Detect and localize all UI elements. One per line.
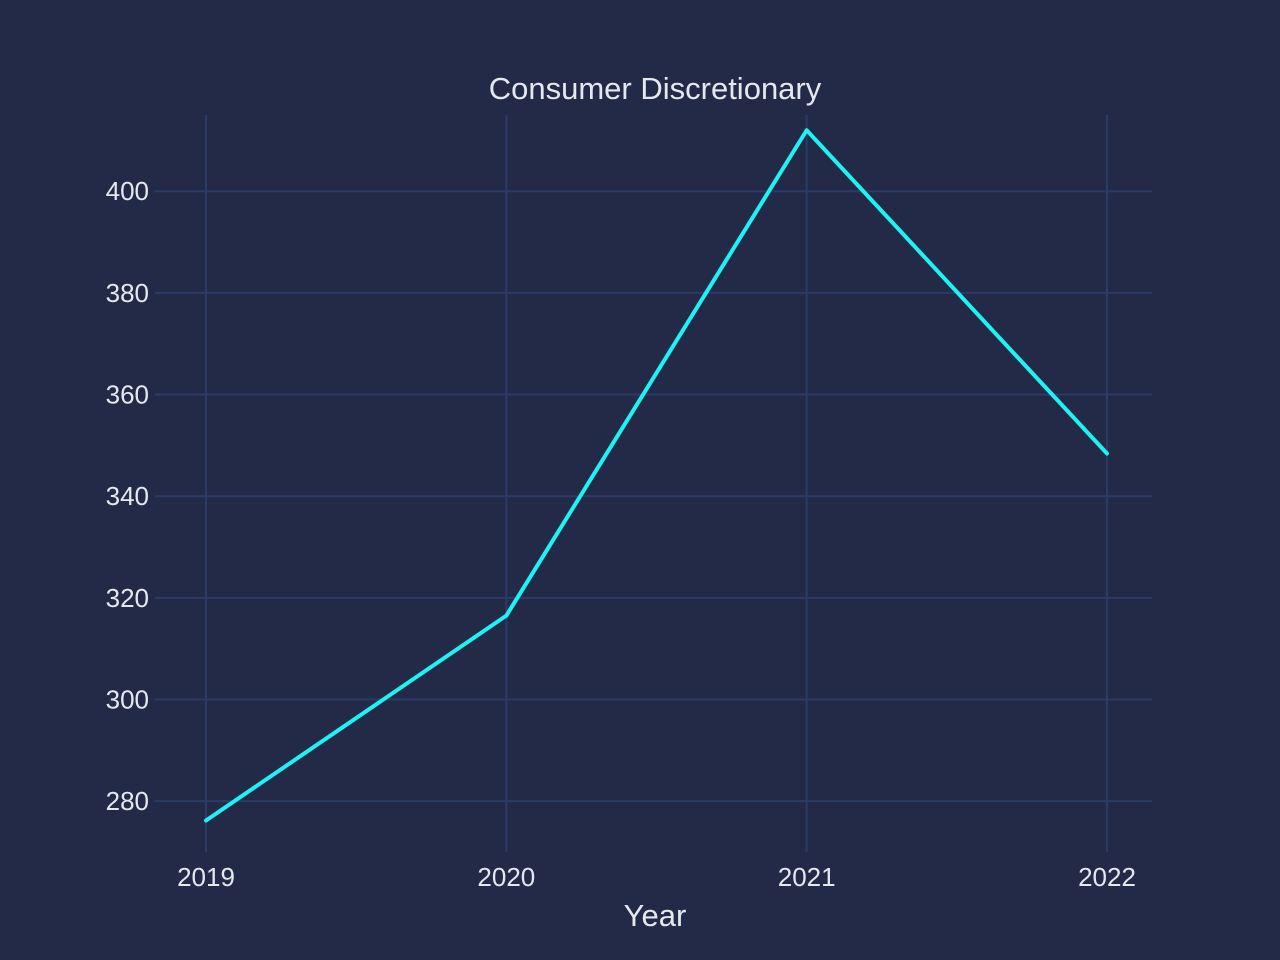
y-tick-label: 280	[106, 786, 149, 816]
y-tick-label: 400	[106, 176, 149, 206]
y-axis-ticks: 280 300 320 340 360 380 400	[106, 176, 149, 816]
y-tick-label: 360	[106, 380, 149, 410]
x-axis-ticks: 2019 2020 2021 2022	[177, 862, 1136, 892]
x-tick-label: 2021	[778, 862, 836, 892]
series-point	[204, 818, 208, 822]
series-layer	[204, 128, 1109, 823]
x-tick-label: 2019	[177, 862, 235, 892]
x-tick-label: 2020	[477, 862, 535, 892]
y-tick-label: 320	[106, 583, 149, 613]
series-point	[1105, 452, 1109, 456]
x-tick-label: 2022	[1078, 862, 1136, 892]
y-tick-label: 300	[106, 685, 149, 715]
series-point	[805, 128, 809, 132]
chart-title: Consumer Discretionary	[489, 71, 822, 106]
grid-layer	[155, 115, 1152, 852]
series-point	[504, 614, 508, 618]
y-tick-label: 340	[106, 481, 149, 511]
y-tick-label: 380	[106, 278, 149, 308]
series-line	[204, 128, 1109, 823]
x-axis-title: Year	[624, 898, 687, 933]
